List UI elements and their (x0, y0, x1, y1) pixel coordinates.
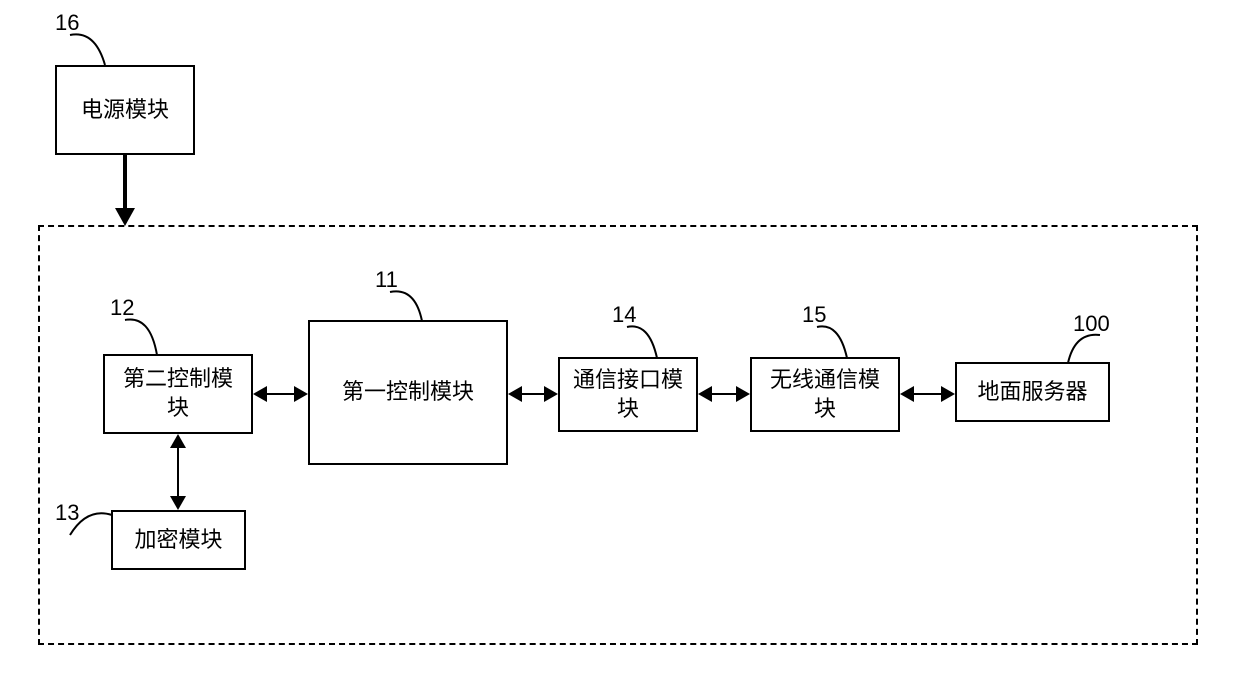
ref-13: 13 (55, 500, 79, 526)
edge-wireless-server-l (900, 386, 914, 402)
node-comm-if-label: 通信接口模 块 (573, 366, 683, 423)
ref-15: 15 (802, 302, 826, 328)
edge-commif-wireless-l (698, 386, 712, 402)
arrow-power-to-container (123, 155, 127, 210)
edge-ctrl2-ctrl1-l (253, 386, 267, 402)
ref-100: 100 (1073, 311, 1110, 337)
edge-ctrl1-commif-l (508, 386, 522, 402)
node-ctrl2: 第二控制模 块 (103, 354, 253, 434)
diagram-canvas: 电源模块 第二控制模 块 第一控制模块 通信接口模 块 无线通信模 块 地面服务… (0, 0, 1240, 684)
edge-ctrl2-encrypt (177, 448, 179, 496)
node-wireless: 无线通信模 块 (750, 357, 900, 432)
node-server: 地面服务器 (955, 362, 1110, 422)
edge-ctrl2-encrypt-u (170, 434, 186, 448)
node-comm-if: 通信接口模 块 (558, 357, 698, 432)
edge-wireless-server (913, 393, 943, 395)
edge-ctrl1-commif (521, 393, 546, 395)
node-server-label: 地面服务器 (977, 378, 1087, 407)
system-container (38, 225, 1198, 645)
node-power: 电源模块 (55, 65, 195, 155)
edge-wireless-server-r (941, 386, 955, 402)
node-power-label: 电源模块 (81, 96, 169, 125)
ref-14: 14 (612, 302, 636, 328)
edge-commif-wireless-r (736, 386, 750, 402)
node-encrypt: 加密模块 (111, 510, 246, 570)
ref-11: 11 (375, 267, 398, 293)
node-encrypt-label: 加密模块 (134, 526, 222, 555)
edge-ctrl2-ctrl1-r (294, 386, 308, 402)
edge-ctrl2-ctrl1 (266, 393, 296, 395)
node-wireless-label: 无线通信模 块 (770, 366, 880, 423)
node-ctrl2-label: 第二控制模 块 (123, 365, 233, 422)
node-ctrl1: 第一控制模块 (308, 320, 508, 465)
ref-12: 12 (110, 295, 134, 321)
edge-ctrl2-encrypt-d (170, 496, 186, 510)
node-ctrl1-label: 第一控制模块 (342, 378, 474, 407)
edge-commif-wireless (711, 393, 738, 395)
edge-ctrl1-commif-r (544, 386, 558, 402)
arrow-power-to-container-head (115, 208, 135, 226)
callout-16 (60, 30, 130, 70)
ref-16: 16 (55, 10, 79, 36)
